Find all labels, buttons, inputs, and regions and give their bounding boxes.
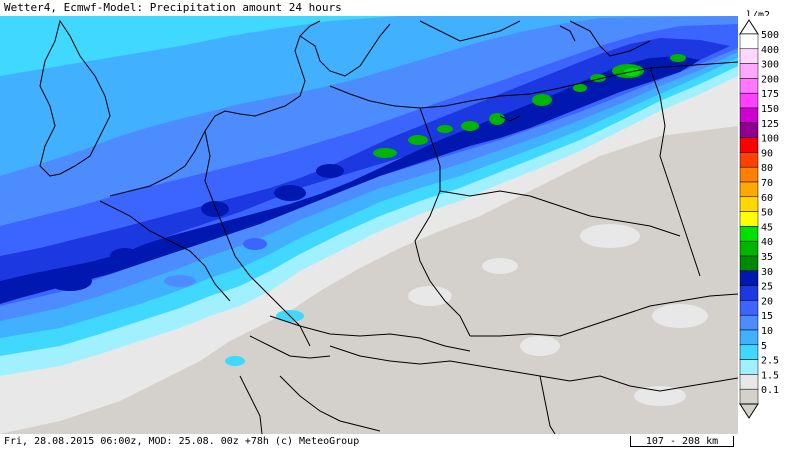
legend-arrow-down <box>739 403 759 419</box>
legend-swatch <box>739 107 759 124</box>
legend-swatch <box>739 300 759 316</box>
legend-swatch <box>739 285 759 301</box>
forecast-info: Fri, 28.08.2015 06:00z, MOD: 25.08. 00z … <box>4 436 360 447</box>
legend-label: 15 <box>761 311 773 322</box>
legend-label: 125 <box>761 119 779 130</box>
precip-cells-35-45 <box>373 54 686 158</box>
legend-swatch <box>739 314 759 331</box>
legend-label: 5 <box>761 341 767 352</box>
legend-label: 40 <box>761 237 773 248</box>
legend-label: 0.1 <box>761 385 779 396</box>
legend-swatch <box>739 166 759 183</box>
legend-label: 60 <box>761 193 773 204</box>
legend-swatch <box>739 92 759 109</box>
legend-swatch <box>739 196 759 212</box>
legend-swatch <box>739 181 759 198</box>
precip-band-30 <box>0 56 700 304</box>
legend-label: 50 <box>761 208 773 219</box>
legend-label: 45 <box>761 222 773 233</box>
legend-swatch <box>739 137 759 153</box>
legend-swatch <box>739 33 759 50</box>
legend-swatch <box>739 359 759 375</box>
legend-swatch <box>739 374 759 390</box>
legend-label: 2.5 <box>761 356 779 367</box>
legend-label: 70 <box>761 178 773 189</box>
legend-swatch <box>739 240 759 257</box>
legend-swatch <box>739 78 759 94</box>
legend-unit: l/m2 <box>746 10 770 21</box>
legend-label: 25 <box>761 282 773 293</box>
scale-bar <box>630 436 734 447</box>
legend-label: 100 <box>761 134 779 145</box>
legend-label: 300 <box>761 60 779 71</box>
legend-swatch <box>739 388 759 405</box>
legend-swatch <box>739 48 759 64</box>
legend-swatch <box>739 63 759 79</box>
legend-label: 90 <box>761 148 773 159</box>
legend-label: 175 <box>761 89 779 100</box>
legend-swatch <box>739 122 759 138</box>
legend-label: 500 <box>761 30 779 41</box>
legend-label: 1.5 <box>761 370 779 381</box>
legend-swatch <box>739 329 759 346</box>
map-canvas <box>0 16 738 434</box>
legend-label: 400 <box>761 45 779 56</box>
legend-swatch <box>739 270 759 286</box>
map-borders <box>39 19 738 434</box>
legend-label: 10 <box>761 326 773 337</box>
legend-label: 150 <box>761 104 779 115</box>
legend-swatch <box>739 211 759 227</box>
legend-label: 80 <box>761 163 773 174</box>
legend-label: 20 <box>761 296 773 307</box>
legend-scale: 500 400 300 200 175 150 125 100 90 80 70 60 50 45 40 35… <box>739 19 779 419</box>
scale-label: 107 - 208 km <box>645 436 719 447</box>
footer-bar: Fri, 28.08.2015 06:00z, MOD: 25.08. 00z … <box>0 434 800 450</box>
legend-swatch <box>739 344 759 360</box>
legend-swatch <box>739 255 759 272</box>
legend-arrow-up <box>739 19 759 35</box>
legend-label: 30 <box>761 267 773 278</box>
precipitation-map <box>0 16 738 434</box>
legend-swatch <box>739 152 759 168</box>
precip-patches <box>48 164 708 406</box>
legend-swatch <box>739 226 759 242</box>
legend-label: 200 <box>761 74 779 85</box>
map-title: Wetter4, Ecmwf-Model: Precipitation amou… <box>0 0 800 16</box>
legend-label: 35 <box>761 252 773 263</box>
precip-legend: 500 400 300 200 175 150 125 100 90 80 70 60 50 45 40 35… <box>738 16 800 434</box>
